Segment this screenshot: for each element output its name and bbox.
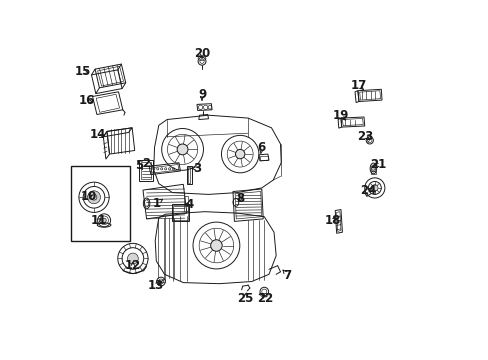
Bar xyxy=(71,166,129,241)
Circle shape xyxy=(371,185,377,191)
Bar xyxy=(259,156,267,160)
Bar xyxy=(171,204,189,221)
Bar xyxy=(141,162,151,179)
Circle shape xyxy=(210,240,222,251)
Text: 18: 18 xyxy=(324,214,340,227)
Text: 17: 17 xyxy=(350,79,366,92)
Text: 3: 3 xyxy=(193,162,201,175)
Text: 2: 2 xyxy=(142,157,150,170)
Text: 13: 13 xyxy=(148,279,164,292)
Circle shape xyxy=(177,144,187,155)
Circle shape xyxy=(235,149,244,159)
Circle shape xyxy=(87,191,101,204)
Bar xyxy=(139,160,153,181)
Text: 16: 16 xyxy=(79,94,95,107)
Circle shape xyxy=(371,167,374,170)
Circle shape xyxy=(102,218,106,222)
Text: 5: 5 xyxy=(135,159,143,172)
Text: 21: 21 xyxy=(369,158,386,171)
Text: 22: 22 xyxy=(257,292,273,305)
Bar xyxy=(186,166,191,184)
Text: 19: 19 xyxy=(332,109,348,122)
Bar xyxy=(370,171,375,174)
Text: 25: 25 xyxy=(237,292,253,305)
Text: 4: 4 xyxy=(185,198,194,211)
Text: 20: 20 xyxy=(194,47,210,60)
Text: 8: 8 xyxy=(236,192,244,205)
Text: 6: 6 xyxy=(257,141,265,154)
Bar xyxy=(187,167,190,183)
Text: 1: 1 xyxy=(152,197,160,210)
Text: 24: 24 xyxy=(360,184,376,197)
Text: 12: 12 xyxy=(124,259,141,272)
Text: 23: 23 xyxy=(356,130,372,143)
Bar xyxy=(173,206,187,220)
Circle shape xyxy=(127,253,138,264)
Text: 11: 11 xyxy=(90,214,106,227)
Text: 9: 9 xyxy=(198,88,206,101)
Text: 7: 7 xyxy=(283,269,291,282)
Text: 14: 14 xyxy=(89,129,105,141)
Text: 15: 15 xyxy=(75,65,91,78)
Text: 10: 10 xyxy=(81,190,97,203)
Bar xyxy=(183,196,187,211)
